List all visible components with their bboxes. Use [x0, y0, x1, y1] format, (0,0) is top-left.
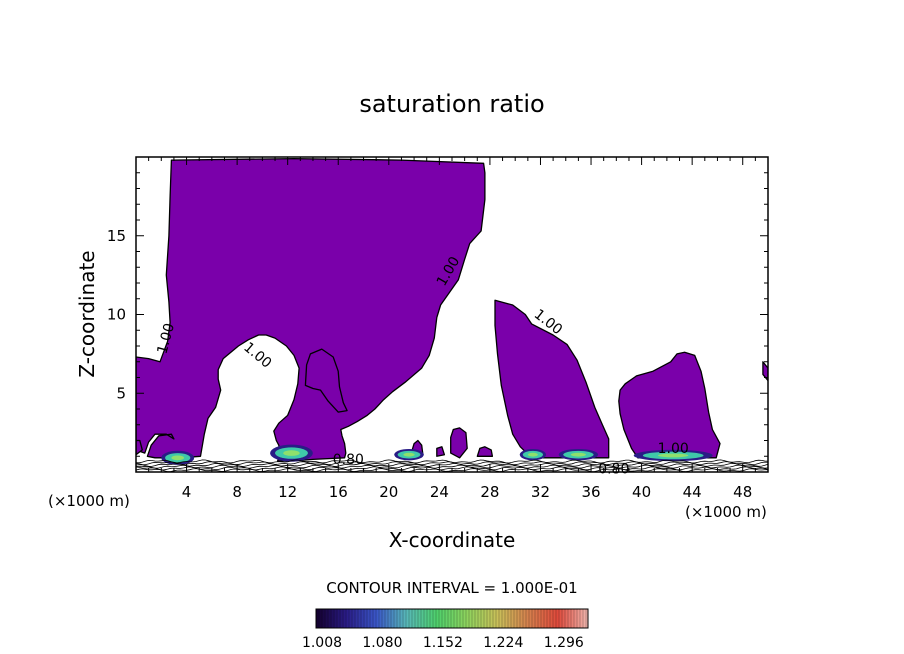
contour-labels-layer: 1.00 1.001.001.001.000.800.80	[155, 254, 689, 478]
colorbar-stripes	[318, 609, 587, 628]
x-tick-label: 16	[329, 483, 348, 501]
x-tick-label: 48	[733, 483, 752, 501]
saturation-region-8	[476, 446, 494, 457]
saturation-fill-layer	[136, 157, 768, 462]
colorbar-tick-label: 1.152	[423, 635, 463, 651]
y-tick-label: 10	[107, 306, 126, 324]
y-axis-ticks: 5 10 15	[107, 172, 768, 457]
x-tick-label: 12	[278, 483, 297, 501]
y-tick-label: 15	[107, 227, 126, 245]
contour-label-5: 1.00	[658, 441, 689, 457]
hotspot-core-3	[403, 452, 415, 457]
colorbar-tick-label: 1.080	[362, 635, 402, 651]
surface-contour-4	[136, 462, 768, 467]
hotspot-core-5	[570, 452, 586, 457]
x-tick-label: 20	[379, 483, 398, 501]
colorbar-tick-label: 1.224	[483, 635, 523, 651]
x-tick-label: 44	[683, 483, 702, 501]
hotspot-core-4	[527, 452, 538, 457]
y-tick-label: 5	[116, 384, 126, 402]
surface-contour-6	[136, 459, 768, 464]
saturation-region-5	[450, 427, 468, 459]
saturation-region-7	[436, 446, 446, 457]
colorbar-tick-label: 1.008	[302, 635, 342, 651]
x-axis-ticks: 4 8 12 16 20 24 28 32 36 40 44 48	[148, 157, 756, 501]
x-tick-label: 40	[632, 483, 651, 501]
hotspot-core-2	[283, 450, 300, 456]
x-tick-label: 24	[430, 483, 449, 501]
x-axis-label: X-coordinate	[389, 528, 516, 552]
saturation-region-1	[136, 157, 486, 462]
hotspot-core-6	[658, 453, 689, 458]
saturation-region-2	[304, 348, 348, 413]
x-tick-label: 36	[581, 483, 600, 501]
x-tick-label: 28	[480, 483, 499, 501]
surface-contour-3	[136, 464, 768, 469]
hotspot-core-1	[171, 455, 185, 461]
contour-interval-label: CONTOUR INTERVAL = 1.000E-01	[326, 579, 577, 597]
saturation-region-10	[762, 361, 768, 382]
contour-label-1: 1.00	[155, 322, 179, 356]
colorbar-tick-labels: 1.008 1.080 1.152 1.224 1.296	[302, 635, 584, 651]
x-unit-label-right: (×1000 m)	[685, 503, 767, 521]
x-tick-label: 4	[182, 483, 192, 501]
saturation-region-4	[618, 351, 721, 459]
saturation-region-3	[494, 299, 610, 459]
chart-title: saturation ratio	[359, 90, 544, 118]
colorbar	[315, 608, 589, 629]
contour-label-2: 1.00	[240, 339, 274, 371]
x-tick-label: 32	[531, 483, 550, 501]
x-tick-label: 8	[232, 483, 242, 501]
colorbar-tick-label: 1.296	[544, 635, 584, 651]
contour-label-6: 0.80	[333, 452, 364, 468]
x-unit-label-left: (×1000 m)	[48, 492, 130, 510]
y-axis-label: Z-coordinate	[75, 250, 99, 377]
supersaturation-spots-layer	[161, 444, 713, 465]
contour-label-7: 0.80	[598, 462, 629, 478]
